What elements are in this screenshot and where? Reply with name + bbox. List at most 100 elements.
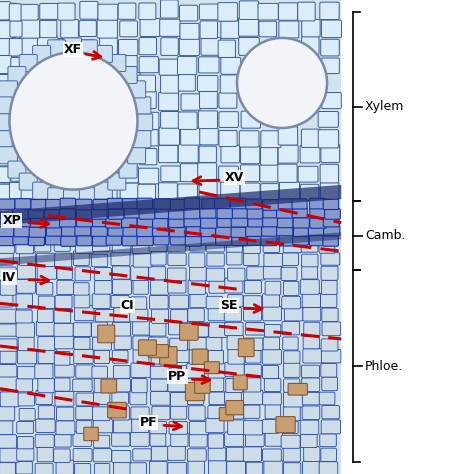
- FancyBboxPatch shape: [151, 392, 170, 405]
- FancyBboxPatch shape: [18, 350, 36, 364]
- FancyBboxPatch shape: [59, 216, 76, 227]
- FancyBboxPatch shape: [16, 379, 33, 392]
- FancyBboxPatch shape: [264, 254, 283, 266]
- FancyBboxPatch shape: [130, 463, 146, 474]
- FancyBboxPatch shape: [149, 267, 165, 280]
- FancyBboxPatch shape: [0, 55, 11, 73]
- FancyBboxPatch shape: [283, 463, 301, 474]
- FancyBboxPatch shape: [276, 208, 293, 218]
- FancyBboxPatch shape: [181, 164, 199, 182]
- FancyBboxPatch shape: [55, 378, 70, 391]
- FancyBboxPatch shape: [17, 448, 34, 461]
- FancyBboxPatch shape: [261, 147, 278, 165]
- FancyBboxPatch shape: [300, 420, 319, 435]
- FancyBboxPatch shape: [75, 225, 91, 236]
- FancyBboxPatch shape: [184, 217, 201, 227]
- FancyBboxPatch shape: [262, 419, 279, 433]
- FancyBboxPatch shape: [0, 199, 15, 210]
- FancyBboxPatch shape: [170, 226, 185, 237]
- FancyBboxPatch shape: [262, 226, 277, 236]
- FancyBboxPatch shape: [92, 239, 110, 252]
- FancyBboxPatch shape: [282, 321, 300, 335]
- FancyBboxPatch shape: [179, 38, 200, 55]
- FancyBboxPatch shape: [321, 39, 339, 56]
- FancyBboxPatch shape: [93, 200, 109, 210]
- FancyBboxPatch shape: [17, 421, 34, 434]
- FancyBboxPatch shape: [18, 57, 36, 75]
- FancyBboxPatch shape: [120, 73, 140, 91]
- FancyBboxPatch shape: [15, 216, 31, 227]
- FancyBboxPatch shape: [180, 323, 198, 340]
- FancyBboxPatch shape: [76, 208, 93, 219]
- FancyBboxPatch shape: [302, 19, 320, 37]
- FancyBboxPatch shape: [73, 251, 89, 265]
- FancyBboxPatch shape: [48, 188, 66, 205]
- FancyBboxPatch shape: [321, 144, 340, 163]
- FancyBboxPatch shape: [318, 111, 338, 128]
- FancyBboxPatch shape: [171, 406, 187, 419]
- FancyBboxPatch shape: [201, 37, 221, 55]
- FancyBboxPatch shape: [58, 38, 76, 56]
- FancyBboxPatch shape: [321, 364, 337, 377]
- FancyBboxPatch shape: [55, 253, 72, 267]
- FancyBboxPatch shape: [325, 209, 340, 219]
- FancyBboxPatch shape: [225, 322, 243, 336]
- FancyBboxPatch shape: [226, 378, 243, 392]
- FancyBboxPatch shape: [9, 111, 22, 128]
- FancyBboxPatch shape: [11, 57, 23, 74]
- FancyBboxPatch shape: [219, 408, 234, 421]
- FancyBboxPatch shape: [57, 280, 74, 295]
- FancyBboxPatch shape: [208, 447, 226, 461]
- FancyBboxPatch shape: [208, 307, 226, 321]
- FancyBboxPatch shape: [171, 432, 188, 447]
- FancyBboxPatch shape: [0, 294, 13, 307]
- FancyBboxPatch shape: [132, 321, 151, 335]
- FancyBboxPatch shape: [261, 235, 277, 246]
- FancyBboxPatch shape: [246, 199, 262, 209]
- FancyBboxPatch shape: [11, 91, 24, 109]
- FancyBboxPatch shape: [283, 392, 303, 407]
- FancyBboxPatch shape: [8, 66, 26, 83]
- FancyBboxPatch shape: [148, 345, 168, 358]
- FancyBboxPatch shape: [258, 3, 278, 20]
- FancyBboxPatch shape: [119, 66, 137, 83]
- FancyBboxPatch shape: [310, 198, 326, 209]
- FancyBboxPatch shape: [137, 75, 155, 92]
- FancyBboxPatch shape: [11, 149, 22, 165]
- FancyBboxPatch shape: [231, 228, 246, 237]
- FancyBboxPatch shape: [161, 75, 179, 93]
- FancyBboxPatch shape: [0, 421, 13, 435]
- FancyBboxPatch shape: [112, 433, 130, 447]
- FancyBboxPatch shape: [171, 392, 188, 406]
- FancyBboxPatch shape: [170, 200, 186, 210]
- FancyBboxPatch shape: [0, 91, 10, 109]
- FancyBboxPatch shape: [244, 308, 261, 321]
- FancyBboxPatch shape: [322, 322, 341, 336]
- FancyBboxPatch shape: [0, 350, 16, 364]
- Text: PF: PF: [140, 416, 157, 429]
- FancyBboxPatch shape: [55, 295, 72, 309]
- FancyBboxPatch shape: [137, 235, 153, 246]
- FancyBboxPatch shape: [238, 339, 254, 356]
- FancyBboxPatch shape: [92, 294, 110, 309]
- FancyBboxPatch shape: [189, 432, 207, 447]
- FancyBboxPatch shape: [225, 432, 244, 447]
- FancyBboxPatch shape: [301, 237, 318, 252]
- FancyBboxPatch shape: [133, 449, 151, 461]
- FancyBboxPatch shape: [17, 279, 36, 293]
- FancyBboxPatch shape: [76, 216, 93, 227]
- FancyBboxPatch shape: [160, 0, 178, 18]
- FancyBboxPatch shape: [55, 334, 73, 349]
- FancyBboxPatch shape: [119, 161, 137, 178]
- FancyBboxPatch shape: [220, 75, 240, 93]
- FancyBboxPatch shape: [0, 236, 15, 246]
- FancyBboxPatch shape: [189, 322, 208, 337]
- FancyBboxPatch shape: [73, 448, 92, 462]
- FancyBboxPatch shape: [322, 377, 337, 391]
- FancyBboxPatch shape: [56, 460, 73, 474]
- FancyBboxPatch shape: [0, 37, 16, 56]
- FancyBboxPatch shape: [323, 236, 338, 246]
- FancyBboxPatch shape: [301, 184, 319, 201]
- FancyBboxPatch shape: [0, 281, 16, 295]
- FancyBboxPatch shape: [56, 421, 75, 435]
